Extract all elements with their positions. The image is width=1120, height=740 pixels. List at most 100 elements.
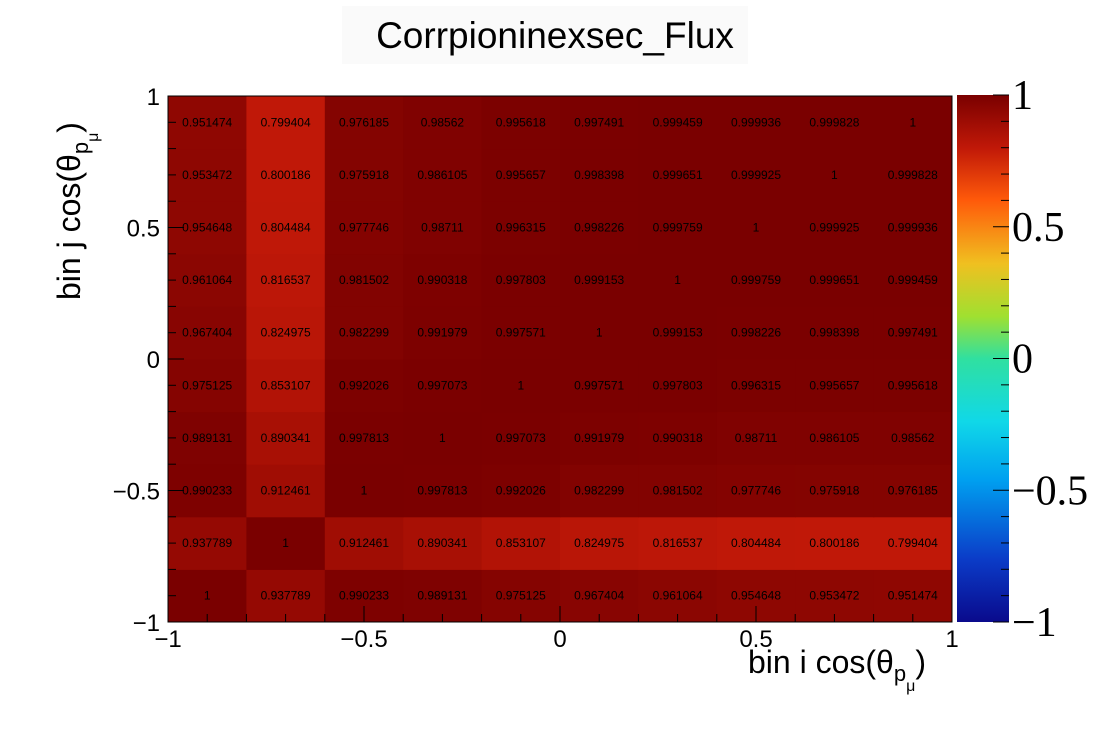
cell-value-label: 0.986105 [809,431,859,445]
heatmap-cell [403,253,483,307]
cell-value-label: 1 [831,168,838,182]
cell-value-label: 0.981502 [339,273,389,287]
heatmap-cell [168,516,247,570]
cell-value-label: 1 [204,589,211,603]
y-tick-label: 0 [147,347,160,374]
heatmap-cell [324,464,404,518]
heatmap-cell [560,306,639,360]
heatmap-cell [168,148,247,202]
heatmap-cell [795,253,875,307]
heatmap-cell [403,411,483,465]
heatmap-cell [873,411,953,465]
cell-value-label: 0.953472 [182,168,232,182]
heatmap-cell [481,148,561,202]
x-axis-label-subscript: p [894,661,906,686]
cell-value-label: 0.999828 [809,115,859,129]
cell-value-label: 0.999925 [809,221,859,235]
cell-value-label: 0.799404 [888,536,938,550]
y-tick-label: 0.5 [127,216,160,243]
cell-value-label: 0.990233 [182,484,232,498]
heatmap-cell [246,359,326,413]
cell-value-label: 0.967404 [182,326,232,340]
heatmap-cell [716,306,796,360]
cell-value-label: 1 [282,536,289,550]
cell-value-label: 0.998398 [809,326,859,340]
x-tick-label: 0.5 [739,626,772,653]
heatmap-cell [560,411,639,465]
cell-value-label: 0.999153 [653,326,703,340]
cell-value-label: 0.997813 [417,484,467,498]
cell-value-label: 0.997571 [496,326,546,340]
heatmap-cell [638,516,718,570]
cell-value-label: 0.977746 [339,221,389,235]
heatmap-cell [403,569,483,623]
heatmap-cell [873,359,953,413]
x-axis-label-subsubscript: μ [906,678,915,695]
cell-value-label: 0.816537 [261,273,311,287]
heatmap-cell [638,253,718,307]
heatmap-cell [168,411,247,465]
heatmap-cell [795,411,875,465]
cell-value-label: 0.975125 [496,589,546,603]
cell-value-label: 0.991979 [574,431,624,445]
heatmap-cell [873,253,953,307]
cell-value-label: 0.999459 [653,115,703,129]
heatmap-cell [481,464,561,518]
heatmap-cell [246,96,326,150]
heatmap-cell [560,201,639,255]
color-scale-tick-label: −1 [1012,600,1057,646]
cell-value-label: 0.995618 [496,115,546,129]
heatmap-cell [638,359,718,413]
y-tick-label: 1 [147,84,160,111]
cell-value-label: 0.98562 [891,431,935,445]
heatmap-cell [873,464,953,518]
cell-value-label: 0.912461 [339,536,389,550]
heatmap-cell [324,96,404,150]
cell-value-label: 0.996315 [496,221,546,235]
heatmap-cell [795,516,875,570]
cell-value-label: 1 [753,221,760,235]
cell-value-label: 0.824975 [261,326,311,340]
cell-value-label: 0.997073 [496,431,546,445]
cell-value-label: 0.990233 [339,589,389,603]
cell-value-label: 0.804484 [261,221,311,235]
cell-value-label: 0.824975 [574,536,624,550]
cell-value-label: 0.990318 [417,273,467,287]
heatmap-cell [403,359,483,413]
heatmap-cell [716,201,796,255]
heatmap-cell [481,201,561,255]
cell-value-label: 0.995618 [888,378,938,392]
heatmap-cell [246,201,326,255]
heatmap-cell [481,96,561,150]
heatmap-cell-labels: 1 0.937789 0.990233 0.989131 0.975125 0.96740… [182,115,938,602]
cell-value-label: 0.976185 [339,115,389,129]
heatmap-cells [168,96,953,623]
heatmap-cell [795,464,875,518]
cell-value-label: 0.999153 [574,273,624,287]
cell-value-label: 0.999759 [653,221,703,235]
cell-value-label: 0.999936 [888,221,938,235]
chart-title: Corrpioninexsec_Flux [376,15,734,56]
y-tick-label: −0.5 [113,479,160,506]
heatmap-cell [716,359,796,413]
heatmap-cell [246,148,326,202]
cell-value-label: 0.990318 [653,431,703,445]
cell-value-label: 0.998226 [574,221,624,235]
heatmap-cell [873,516,953,570]
cell-value-label: 0.800186 [261,168,311,182]
cell-value-label: 0.975918 [339,168,389,182]
cell-value-label: 0.804484 [731,536,781,550]
color-scale-tick-label: 0 [1012,337,1033,383]
cell-value-label: 0.992026 [339,378,389,392]
heatmap-cell [638,569,718,623]
heatmap-cell [403,96,483,150]
heatmap-cell [560,96,639,150]
y-axis-label: bin j cos(θpμ) [51,122,102,300]
cell-value-label: 0.981502 [653,484,703,498]
heatmap-cell [795,148,875,202]
cell-value-label: 0.999651 [809,273,859,287]
heatmap-cell [795,569,875,623]
cell-value-label: 0.961064 [653,589,703,603]
heatmap-cell [324,411,404,465]
